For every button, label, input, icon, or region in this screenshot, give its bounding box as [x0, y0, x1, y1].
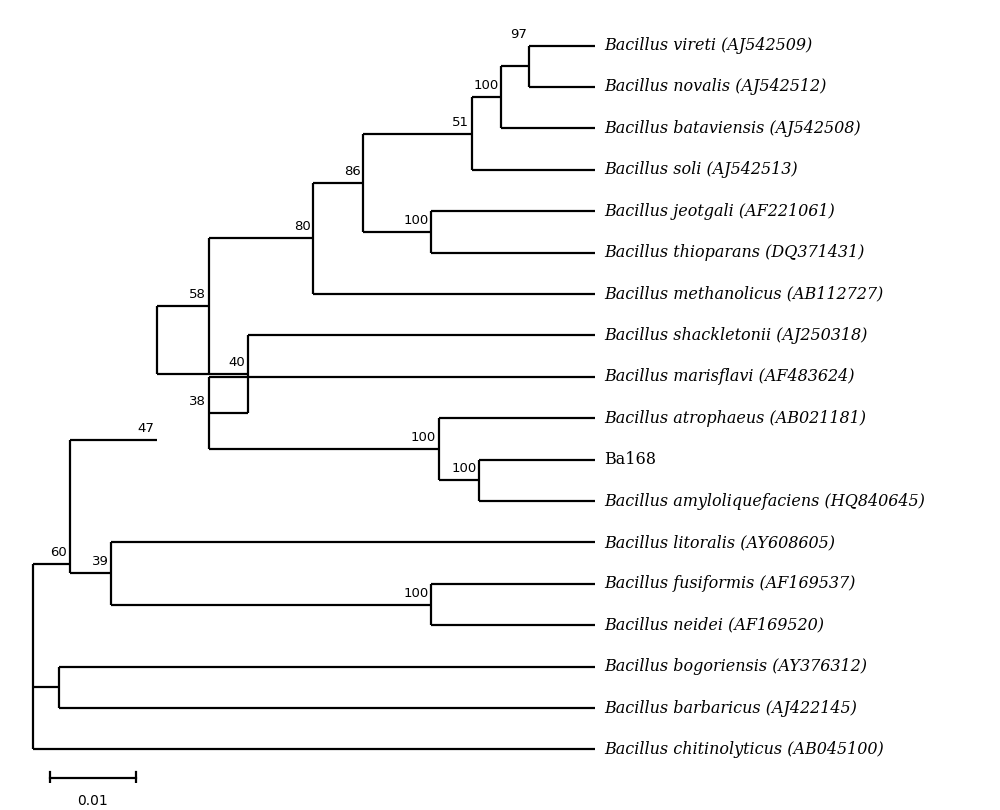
Text: 100: 100: [403, 214, 429, 227]
Text: Bacillus bataviensis (AJ542508): Bacillus bataviensis (AJ542508): [604, 120, 861, 137]
Text: 80: 80: [294, 220, 310, 233]
Text: Bacillus chitinolyticus (AB045100): Bacillus chitinolyticus (AB045100): [604, 741, 884, 758]
Text: 86: 86: [344, 164, 360, 177]
Text: 38: 38: [189, 395, 206, 408]
Text: 39: 39: [92, 556, 109, 569]
Text: 100: 100: [451, 463, 477, 475]
Text: 100: 100: [411, 431, 436, 444]
Text: 58: 58: [189, 288, 206, 301]
Text: Bacillus atrophaeus (AB021181): Bacillus atrophaeus (AB021181): [604, 410, 866, 427]
Text: Bacillus vireti (AJ542509): Bacillus vireti (AJ542509): [604, 37, 812, 54]
Text: Bacillus fusiformis (AF169537): Bacillus fusiformis (AF169537): [604, 575, 855, 592]
Text: Bacillus methanolicus (AB112727): Bacillus methanolicus (AB112727): [604, 285, 883, 302]
Text: 47: 47: [137, 422, 154, 435]
Text: Bacillus novalis (AJ542512): Bacillus novalis (AJ542512): [604, 79, 826, 96]
Text: Bacillus jeotgali (AF221061): Bacillus jeotgali (AF221061): [604, 202, 835, 220]
Text: Bacillus neidei (AF169520): Bacillus neidei (AF169520): [604, 616, 824, 633]
Text: 100: 100: [403, 586, 429, 599]
Text: Bacillus amyloliquefaciens (HQ840645): Bacillus amyloliquefaciens (HQ840645): [604, 492, 925, 509]
Text: 100: 100: [473, 79, 499, 92]
Text: Bacillus litoralis (AY608605): Bacillus litoralis (AY608605): [604, 534, 835, 551]
Text: 60: 60: [50, 546, 67, 559]
Text: 0.01: 0.01: [77, 794, 108, 808]
Text: Bacillus soli (AJ542513): Bacillus soli (AJ542513): [604, 161, 798, 178]
Text: 40: 40: [228, 356, 245, 369]
Text: Bacillus barbaricus (AJ422145): Bacillus barbaricus (AJ422145): [604, 700, 857, 717]
Text: 51: 51: [452, 116, 469, 129]
Text: Bacillus shackletonii (AJ250318): Bacillus shackletonii (AJ250318): [604, 327, 867, 344]
Text: 97: 97: [510, 28, 527, 40]
Text: Bacillus bogoriensis (AY376312): Bacillus bogoriensis (AY376312): [604, 658, 867, 675]
Text: Ba168: Ba168: [604, 451, 656, 468]
Text: Bacillus thioparans (DQ371431): Bacillus thioparans (DQ371431): [604, 244, 864, 261]
Text: Bacillus marisflavi (AF483624): Bacillus marisflavi (AF483624): [604, 369, 854, 386]
